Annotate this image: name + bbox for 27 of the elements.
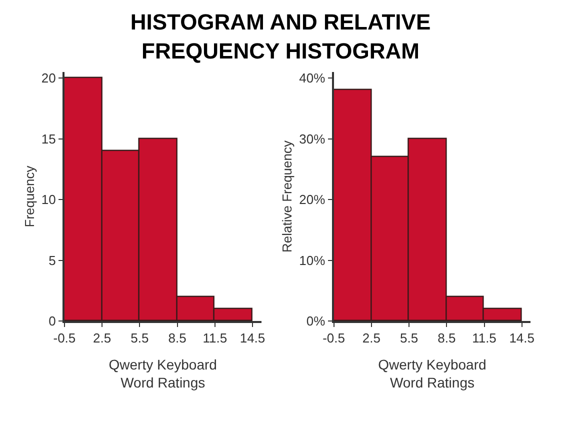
- x-axis-title: Qwerty Keyboard Word Ratings: [108, 356, 217, 391]
- x-tick-label: 11.5: [202, 330, 228, 346]
- x-tick-label: 8.5: [168, 330, 186, 346]
- x-tick-label: 5.5: [130, 330, 149, 346]
- y-tick-label: 10%: [299, 252, 326, 268]
- x-tick-label: 2.5: [362, 330, 380, 346]
- y-tick-label: 0: [48, 314, 56, 329]
- y-tick-label: 5: [48, 252, 56, 268]
- x-tick-label: 11.5: [472, 330, 496, 346]
- y-tick-label: 10: [41, 192, 56, 208]
- chart-title: HISTOGRAM AND RELATIVE FREQUENCY HISTOGRAM: [130, 10, 431, 64]
- x-tick-label: 5.5: [400, 330, 418, 346]
- x-tick-label: 14.5: [509, 330, 535, 346]
- y-tick-label: 40%: [299, 70, 326, 86]
- x-tick-label: 2.5: [93, 330, 112, 346]
- x-tick-label: 8.5: [438, 330, 456, 346]
- x-axis-title: Qwerty Keyboard Word Ratings: [378, 356, 486, 391]
- y-axis-title: Frequency: [22, 165, 37, 228]
- y-tick-label: 0%: [306, 314, 326, 329]
- y-tick-label: 20%: [299, 192, 326, 208]
- y-axis-title: Relative Frequency: [280, 140, 295, 252]
- x-tick-label: -0.5: [53, 330, 76, 346]
- y-tick-label: 30%: [299, 131, 326, 146]
- y-tick-label: 15: [41, 131, 56, 146]
- y-tick-label: 20: [41, 70, 56, 86]
- x-tick-label: -0.5: [322, 330, 346, 346]
- x-tick-label: 14.5: [240, 330, 266, 346]
